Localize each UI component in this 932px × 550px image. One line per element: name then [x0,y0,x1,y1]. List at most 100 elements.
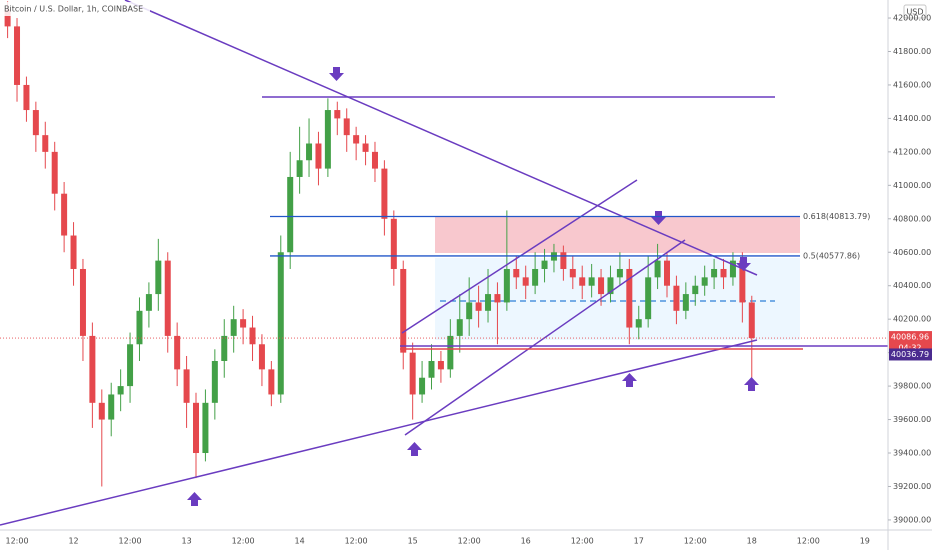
candle-body [79,268,86,336]
candle-body [569,268,576,278]
candle-body [692,285,699,295]
candle-body [353,135,360,144]
up-arrow [744,377,759,391]
x-tick-label: 12:00 [458,537,481,546]
candle-body [117,386,124,395]
candle-body [268,369,275,395]
fib-label: 0.618(40813.79) [803,212,870,221]
candle-body [127,344,134,387]
candle-body [607,277,614,295]
trendline [124,0,758,276]
candle-body [183,369,190,403]
candle-body [277,252,284,395]
candle-body [701,277,708,286]
candle-body [456,319,463,336]
candle-body [419,377,426,395]
candle-body [334,110,341,119]
y-tick-label: 39600.00 [893,415,931,424]
candle-body [343,118,350,136]
candle-body [673,285,680,311]
y-tick-label: 41800.00 [893,47,931,56]
y-tick-label: 40600.00 [893,248,931,257]
x-tick-label: 19 [860,537,870,546]
candle-body [711,268,718,278]
candle-body [108,394,115,420]
countdown-label: 04:32 [898,344,921,353]
fib-label: 0.5(40577.86) [803,251,860,260]
candle-body [42,135,49,152]
candle-body [221,335,228,361]
down-arrow [329,67,344,81]
x-tick-label: 15 [408,537,418,546]
candle-body [513,268,520,278]
y-tick-label: 41400.00 [893,114,931,123]
candle-body [485,294,492,311]
candle-body [400,268,407,353]
y-tick-label: 41000.00 [893,181,931,190]
level-label: 40036.79 [891,350,929,359]
candle-body [645,277,652,320]
candle-body [381,168,388,219]
x-tick-label: 17 [634,537,644,546]
chart-title: Bitcoin / U.S. Dollar, 1h, COINBASE [4,5,143,14]
candle-body [494,294,501,303]
down-arrow [736,257,751,271]
candle-body [164,260,171,336]
candle-body [428,360,435,378]
x-tick-label: 18 [747,537,757,546]
candle-body [729,260,736,278]
candle-body [626,268,633,328]
y-tick-label: 40200.00 [893,315,931,324]
candle-body [258,344,265,370]
candle-body [598,277,605,295]
candle-body [249,327,256,345]
candle-body [616,268,623,278]
y-tick-label: 39200.00 [893,482,931,491]
candle-body [532,268,539,286]
candle-body [503,268,510,303]
y-tick-label: 39800.00 [893,382,931,391]
candle-body [748,302,755,339]
candles [4,1,755,487]
x-tick-label: 12:00 [119,537,142,546]
candle-body [174,335,181,370]
candle-body [296,160,303,177]
y-tick-label: 39000.00 [893,515,931,524]
candle-body [579,277,586,286]
y-tick-label: 42000.00 [893,14,931,23]
candle-body [202,402,209,454]
level-box [889,348,932,361]
y-tick-label: 40400.00 [893,281,931,290]
candle-body [51,151,58,194]
candle-body [390,218,397,269]
candle-body [541,260,548,269]
candle-body [682,294,689,311]
candle-body [136,310,143,345]
currency-label: USD [906,8,923,17]
candle-body [654,260,661,278]
candle-body [23,84,30,111]
title-bg [0,2,150,16]
candle-body [475,302,482,311]
x-tick-label: 12:00 [345,537,368,546]
y-tick-label: 40800.00 [893,214,931,223]
candle-body [466,302,473,320]
x-tick-label: 12:00 [571,537,594,546]
x-tick-label: 12:00 [232,537,255,546]
y-tick-label: 39400.00 [893,449,931,458]
resistance-zone [435,216,800,253]
candle-body [32,110,39,136]
down-arrow [651,211,666,225]
candle-body [409,352,416,395]
up-arrow [187,492,202,506]
candle-body [560,252,567,269]
time-axis-bg [0,530,932,550]
candle-body [287,176,294,253]
x-tick-label: 13 [181,537,191,546]
price-axis-bg [888,0,932,550]
candle-body [230,319,237,336]
candle-body [89,335,96,403]
currency-box [903,4,927,19]
candle-body [14,26,21,85]
